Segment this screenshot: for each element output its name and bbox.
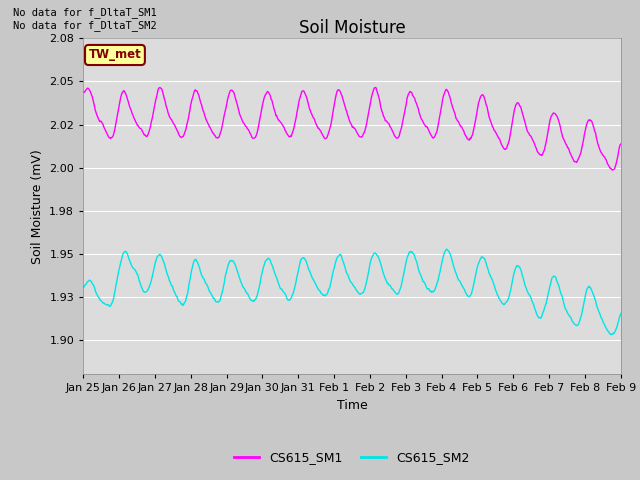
Title: Soil Moisture: Soil Moisture: [299, 19, 405, 37]
Text: TW_met: TW_met: [88, 48, 141, 61]
Y-axis label: Soil Moisture (mV): Soil Moisture (mV): [31, 149, 44, 264]
Text: No data for f_DltaT_SM1
No data for f_DltaT_SM2: No data for f_DltaT_SM1 No data for f_Dl…: [13, 7, 157, 31]
X-axis label: Time: Time: [337, 399, 367, 412]
Legend: CS615_SM1, CS615_SM2: CS615_SM1, CS615_SM2: [229, 446, 475, 469]
